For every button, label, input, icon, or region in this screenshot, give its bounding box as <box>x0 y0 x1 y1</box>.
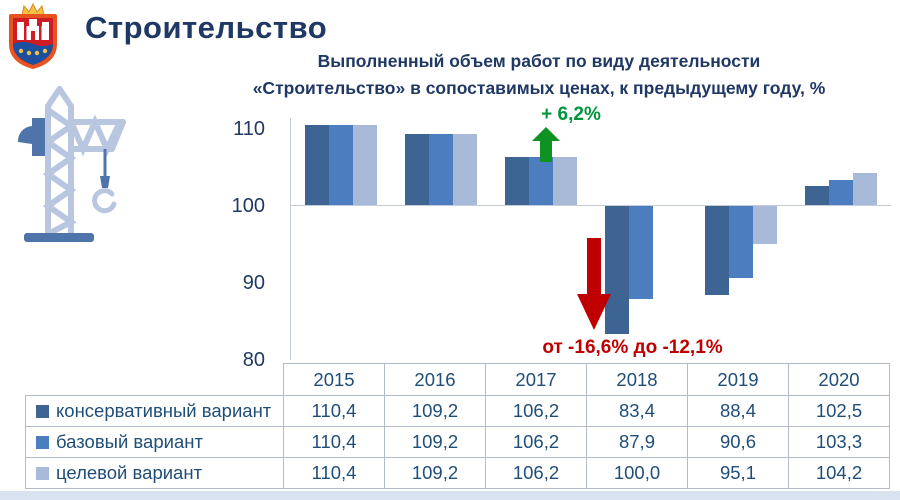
table-row-target: целевой вариант 110,4 109,2 106,2 100,0 … <box>25 457 890 489</box>
page-title: Строительство <box>85 10 328 45</box>
bar-series3-2015 <box>353 124 377 205</box>
bar-series3-2016 <box>453 134 477 205</box>
bar-series3-2019 <box>753 206 777 244</box>
cell-target-2020: 104,2 <box>788 457 890 489</box>
bottom-accent-strip <box>0 491 900 500</box>
data-table: 2015 2016 2017 2018 2019 2020 консервати… <box>25 363 890 489</box>
legend-item-target: целевой вариант <box>25 457 284 489</box>
cell-target-2019: 95,1 <box>687 457 789 489</box>
bar-series1-2017 <box>505 157 529 205</box>
cell-conservative-2019: 88,4 <box>687 395 789 427</box>
cell-base-2017: 106,2 <box>485 426 587 458</box>
bar-series2-2017 <box>529 157 553 205</box>
legend-item-conservative: консервативный вариант <box>25 395 284 427</box>
year-header-2019: 2019 <box>687 363 789 396</box>
cell-target-2018: 100,0 <box>586 457 688 489</box>
cell-conservative-2016: 109,2 <box>384 395 486 427</box>
up-arrow-icon <box>532 127 560 167</box>
bar-series3-2017 <box>553 157 577 205</box>
bar-series1-2019 <box>705 206 729 296</box>
cell-conservative-2015: 110,4 <box>283 395 385 427</box>
year-header-2018: 2018 <box>586 363 688 396</box>
table-corner-cell <box>26 364 284 396</box>
plot-area <box>290 118 891 360</box>
cell-base-2016: 109,2 <box>384 426 486 458</box>
table-year-row: 2015 2016 2017 2018 2019 2020 <box>26 363 890 396</box>
legend-label: консервативный вариант <box>56 400 272 421</box>
bar-series2-2016 <box>429 134 453 205</box>
cell-conservative-2017: 106,2 <box>485 395 587 427</box>
legend-item-base: базовый вариант <box>25 426 284 458</box>
bar-series2-2020 <box>829 179 853 205</box>
cell-base-2019: 90,6 <box>687 426 789 458</box>
legend-swatch-conservative-icon <box>36 405 49 418</box>
bar-series1-2018 <box>605 206 629 334</box>
annotation-down-label: от -16,6% до -12,1% <box>542 337 723 358</box>
y-tick-80: 80 <box>242 349 265 371</box>
chart-title-line2: «Строительство» в сопоставимых ценах, к … <box>252 78 826 98</box>
cell-conservative-2018: 83,4 <box>586 395 688 427</box>
kaliningrad-coat-of-arms-icon <box>4 2 62 70</box>
legend-swatch-base-icon <box>36 436 49 449</box>
year-header-2020: 2020 <box>788 363 890 396</box>
annotation-up-label: + 6,2% <box>541 104 601 125</box>
table-row-conservative: консервативный вариант 110,4 109,2 106,2… <box>25 395 890 427</box>
cell-base-2018: 87,9 <box>586 426 688 458</box>
bar-series1-2020 <box>805 185 829 205</box>
year-header-2017: 2017 <box>485 363 587 396</box>
cell-target-2015: 110,4 <box>283 457 385 489</box>
cell-target-2016: 109,2 <box>384 457 486 489</box>
bar-series3-2020 <box>853 172 877 205</box>
legend-label: базовый вариант <box>56 431 203 452</box>
down-arrow-icon <box>577 238 611 335</box>
bar-series2-2015 <box>329 124 353 205</box>
legend-swatch-target-icon <box>36 467 49 480</box>
bar-series2-2018 <box>629 206 653 300</box>
cell-base-2015: 110,4 <box>283 426 385 458</box>
bar-series1-2016 <box>405 134 429 205</box>
chart-title-line1: Выполненный объем работ по виду деятельн… <box>317 51 761 71</box>
year-header-2016: 2016 <box>384 363 486 396</box>
legend-label: целевой вариант <box>56 462 203 483</box>
y-tick-110: 110 <box>233 118 265 140</box>
chart-title: Выполненный объем работ по виду деятельн… <box>178 48 900 102</box>
bar-series2-2019 <box>729 206 753 279</box>
cell-base-2020: 103,3 <box>788 426 890 458</box>
crane-icon <box>8 84 136 256</box>
y-tick-100: 100 <box>231 195 265 217</box>
cell-conservative-2020: 102,5 <box>788 395 890 427</box>
baseline-100 <box>291 205 891 206</box>
bar-series1-2015 <box>305 124 329 205</box>
year-header-2015: 2015 <box>283 363 385 396</box>
table-row-base: базовый вариант 110,4 109,2 106,2 87,9 9… <box>25 426 890 458</box>
y-tick-90: 90 <box>242 272 265 294</box>
cell-target-2017: 106,2 <box>485 457 587 489</box>
